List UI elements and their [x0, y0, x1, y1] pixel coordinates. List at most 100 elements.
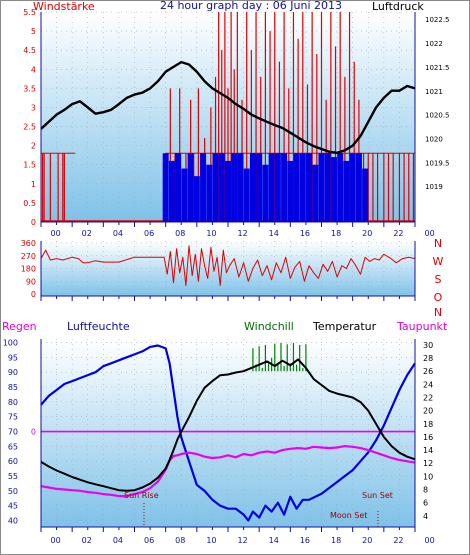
- direction-compass-label: O: [434, 291, 443, 304]
- wind-axis-tick: 2: [31, 142, 36, 151]
- wind-bar: [162, 153, 169, 222]
- wind-bar: [187, 153, 194, 222]
- humidity-axis-tick: 75: [8, 413, 18, 422]
- humidity-x-tick-label: 16: [300, 536, 310, 545]
- wind-x-tick-label: 06: [144, 229, 154, 238]
- wind-axis-tick: 5.5: [23, 8, 36, 17]
- direction-line: [40, 245, 416, 286]
- wind-bar: [349, 153, 356, 222]
- wind-axis-tick: 5: [31, 27, 36, 36]
- wind-bar: [293, 153, 300, 222]
- wind-axis-tick: 0: [31, 218, 36, 227]
- humidity-axis-tick: 60: [8, 457, 18, 466]
- rain-label: Regen: [2, 320, 37, 333]
- wind-bar: [330, 157, 337, 222]
- humidity-axis-tick: 65: [8, 442, 18, 451]
- wind-x-tick-label: 08: [175, 229, 185, 238]
- moonset-label: Moon Set: [330, 511, 367, 520]
- wind-bar: [249, 153, 256, 222]
- temperature-axis-tick: 30: [423, 341, 433, 350]
- humidity-axis-tick: 95: [8, 353, 18, 362]
- direction-compass-label: N: [434, 237, 442, 250]
- series-layer: [40, 12, 416, 522]
- humidity-x-tick-label: 22: [393, 536, 403, 545]
- wind-bar: [225, 160, 231, 222]
- temperature-axis-tick: 10: [423, 472, 433, 481]
- wind-bar: [337, 153, 344, 222]
- temperature-axis-tick: 20: [423, 407, 433, 416]
- wind-bar: [237, 153, 244, 222]
- wind-axis-tick: 3.5: [23, 84, 36, 93]
- humidity-axis-tick: 55: [8, 472, 18, 481]
- wind-strength-title: Windstärke: [33, 0, 95, 13]
- pressure-axis-tick: 1022.5: [425, 16, 450, 24]
- wind-axis-tick: 1.5: [23, 161, 36, 170]
- direction-axis-tick: 360: [21, 239, 36, 248]
- wind-bar: [355, 153, 362, 222]
- temperature-axis-tick: 16: [423, 433, 433, 442]
- wind-bar: [212, 153, 219, 222]
- humidity-axis-tick: 45: [8, 502, 18, 511]
- wind-bar: [268, 153, 275, 222]
- wind-x-tick-label: 20: [362, 229, 372, 238]
- dewpoint-label: Taupunkt: [396, 320, 448, 333]
- pressure-title: Luftdruck: [372, 0, 424, 13]
- wind-x-tick-label: 18: [331, 229, 341, 238]
- pressure-axis-tick: 1022: [425, 40, 443, 48]
- pressure-axis-tick: 1020: [425, 135, 443, 143]
- wind-x-tick-label: 16: [300, 229, 310, 238]
- chart-date-title: 24 hour graph day : 06 Juni 2013: [160, 0, 342, 12]
- temperature-axis-tick: 8: [423, 486, 428, 495]
- temperature-axis-tick: 12: [423, 459, 433, 468]
- wind-bar: [243, 168, 250, 222]
- wind-axis-tick: 0.5: [23, 199, 36, 208]
- wind-bar: [312, 164, 319, 222]
- humidity-x-tick-label: 10: [206, 536, 216, 545]
- wind-bar: [256, 153, 263, 222]
- direction-axis-tick: 0: [31, 290, 36, 299]
- wind-bar: [218, 153, 225, 222]
- direction-axis-tick: 90: [26, 277, 36, 286]
- wind-bar: [318, 153, 325, 222]
- windchill-label: Windchill: [244, 320, 294, 333]
- axes-layer: 5.554.543.532.521.510.501022.510221021.5…: [3, 8, 450, 545]
- temperature-axis-tick: 28: [423, 354, 433, 363]
- wind-x-tick-label: 10: [206, 229, 216, 238]
- wind-x-tick-label: 02: [82, 229, 92, 238]
- wind-bar: [168, 160, 175, 222]
- pressure-axis-tick: 1019: [425, 183, 443, 191]
- wind-bar: [287, 160, 294, 222]
- wind-bar: [193, 176, 200, 222]
- wind-bar: [231, 153, 238, 222]
- wind-x-tick-label: 12: [237, 229, 247, 238]
- temperature-label: Temperatur: [312, 320, 377, 333]
- sunset-label: Sun Set: [362, 491, 393, 500]
- pressure-axis-tick: 1021: [425, 88, 443, 96]
- temperature-axis-tick: 26: [423, 367, 433, 376]
- wind-bar: [299, 153, 306, 222]
- temperature-axis-tick: 18: [423, 420, 433, 429]
- temperature-axis-tick: 24: [423, 380, 433, 389]
- wind-x-tick-label: 04: [113, 229, 123, 238]
- direction-compass-label: S: [435, 273, 442, 286]
- wind-bar: [281, 153, 288, 222]
- humidity-x-tick-label: 08: [175, 536, 185, 545]
- wind-x-tick-label: 00: [424, 229, 434, 238]
- humidity-x-tick-label: 06: [144, 536, 154, 545]
- humidity-x-tick-label: 02: [82, 536, 92, 545]
- temperature-axis-tick: 4: [423, 512, 428, 521]
- wind-bar: [343, 160, 350, 222]
- wind-bar: [175, 153, 182, 222]
- humidity-x-tick-label: 00: [50, 536, 60, 545]
- humidity-temp-panel: [41, 339, 415, 527]
- humidity-axis-tick: 100: [3, 338, 18, 347]
- wind-axis-tick: 1: [31, 180, 36, 189]
- direction-axis-tick: 180: [21, 265, 36, 274]
- wind-bar: [306, 153, 313, 222]
- humidity-axis-tick: 80: [8, 398, 18, 407]
- wind-bar: [206, 164, 213, 222]
- wind-bar: [324, 153, 331, 222]
- pressure-line: [40, 60, 416, 155]
- humidity-axis-tick: 90: [8, 368, 18, 377]
- direction-axis-tick: 270: [21, 252, 36, 261]
